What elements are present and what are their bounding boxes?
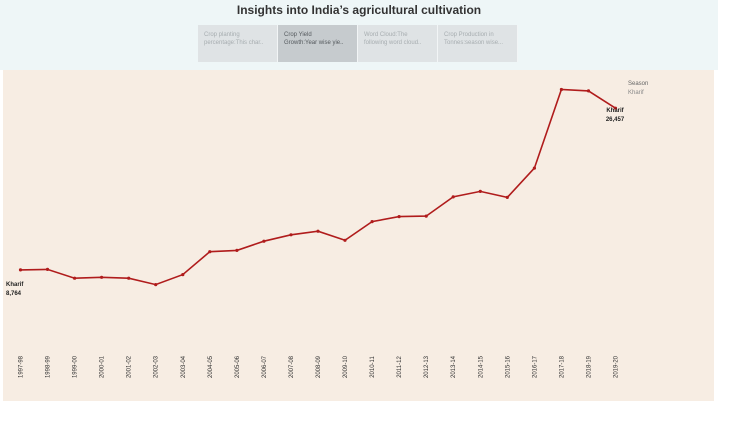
tab-label-line2: following word cloud..: [364, 40, 422, 46]
x-tick-label: 2010-11: [370, 356, 376, 378]
data-point[interactable]: [343, 238, 347, 242]
data-point[interactable]: [100, 275, 104, 279]
tab-label-line2: Tonnes:season wise...: [444, 40, 504, 46]
tab-crop-yield[interactable]: Crop Yield Growth:Year wise yie..: [278, 25, 358, 62]
x-tick-label: 2007-08: [289, 355, 295, 378]
x-tick-label: 2013-14: [451, 355, 457, 378]
end-label-value: 26,457: [606, 117, 625, 123]
yield-line-chart[interactable]: 1997-98 1998-99 1999-00 2000-01 2001-02 2002-…: [3, 70, 714, 401]
data-point[interactable]: [505, 195, 509, 199]
start-label-value: 8,764: [6, 291, 22, 297]
data-point[interactable]: [559, 87, 564, 92]
x-tick-label: 2019-20: [614, 355, 620, 378]
x-tick-label: 1997-98: [19, 355, 25, 378]
x-tick-label: 2014-15: [478, 355, 484, 378]
x-tick-label: 2017-18: [559, 355, 565, 378]
legend-item-kharif[interactable]: Kharif: [628, 90, 644, 96]
series-line-kharif[interactable]: [20, 88, 616, 286]
data-point[interactable]: [613, 106, 618, 110]
data-point[interactable]: [262, 239, 266, 243]
story-tabs: Crop planting percentage:This char.. Cro…: [198, 25, 518, 62]
data-point[interactable]: [289, 233, 293, 237]
tab-crop-production[interactable]: Crop Production in Tonnes:season wise...: [438, 25, 518, 62]
x-tick-label: 2005-06: [235, 355, 241, 378]
data-point[interactable]: [154, 283, 158, 287]
data-point[interactable]: [316, 229, 320, 233]
x-tick-label: 1999-00: [73, 355, 79, 378]
end-label-name: Kharif: [606, 108, 624, 114]
x-tick-label: 2002-03: [154, 355, 160, 378]
data-point[interactable]: [181, 273, 185, 277]
tab-word-cloud[interactable]: Word Cloud:The following word cloud..: [358, 25, 438, 62]
data-point[interactable]: [397, 215, 401, 219]
data-point[interactable]: [451, 195, 455, 199]
x-tick-label: 2001-02: [127, 355, 133, 378]
data-point[interactable]: [478, 189, 482, 193]
data-point[interactable]: [370, 220, 374, 224]
x-tick-label: 2016-17: [532, 355, 538, 378]
data-point[interactable]: [586, 89, 591, 93]
x-tick-label: 2000-01: [100, 355, 106, 378]
tab-label-line2: Growth:Year wise yie..: [284, 40, 344, 46]
x-tick-label: 2006-07: [262, 355, 268, 378]
tab-label-line1: Word Cloud:The: [364, 32, 408, 38]
x-tick-label: 2012-13: [424, 355, 430, 378]
x-tick-label: 2008-09: [316, 355, 322, 378]
x-tick-label: 2015-16: [505, 355, 511, 378]
x-tick-label: 2003-04: [181, 355, 187, 378]
tab-label-line1: Crop Yield: [284, 32, 312, 38]
x-tick-label: 2004-05: [208, 355, 214, 378]
tab-crop-planting[interactable]: Crop planting percentage:This char..: [198, 25, 278, 62]
start-label-name: Kharif: [6, 282, 24, 288]
data-point[interactable]: [208, 250, 212, 254]
data-point[interactable]: [73, 276, 77, 280]
data-point[interactable]: [45, 267, 50, 271]
data-point[interactable]: [235, 248, 239, 252]
data-point[interactable]: [18, 268, 23, 272]
tab-label-line1: Crop planting: [204, 32, 240, 38]
data-point[interactable]: [127, 276, 131, 280]
legend-title: Season: [628, 81, 648, 87]
tab-label-line2: percentage:This char..: [204, 40, 264, 46]
x-tick-label: 2018-19: [586, 355, 592, 378]
x-tick-label: 1998-99: [46, 355, 52, 378]
x-tick-label: 2009-10: [343, 355, 349, 378]
tab-label-line1: Crop Production in: [444, 32, 494, 38]
data-point[interactable]: [424, 214, 428, 218]
chart-area: 1997-98 1998-99 1999-00 2000-01 2001-02 2002-…: [3, 70, 714, 401]
data-point[interactable]: [532, 166, 537, 170]
dashboard-title: Insights into India’s agricultural culti…: [236, 3, 482, 17]
x-tick-label: 2011-12: [397, 356, 403, 378]
